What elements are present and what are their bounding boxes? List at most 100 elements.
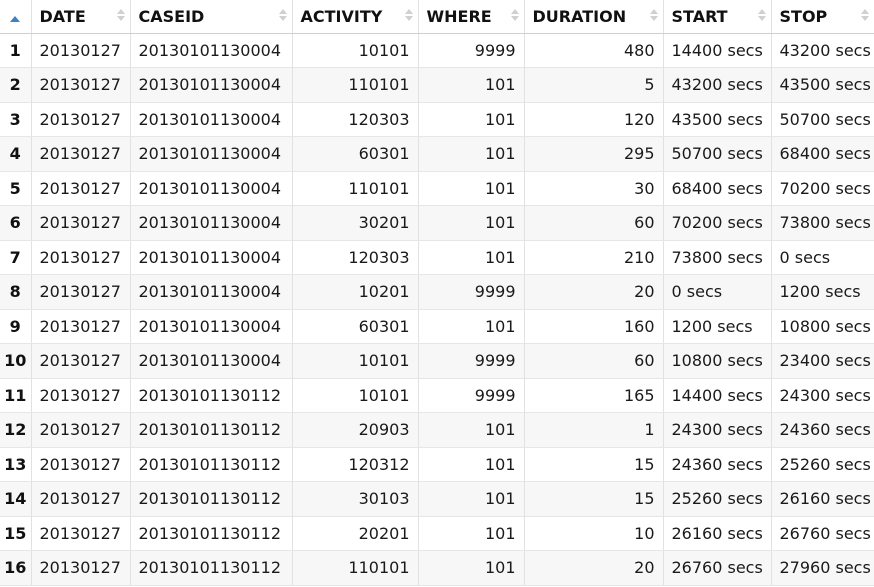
row-index-header[interactable] [0,0,32,34]
table-row: 6 20130127 20130101130004 30201 101 60 70200 s… [0,205,874,241]
column-header-start[interactable]: START [663,0,772,34]
activity-cell: 60301 [292,136,419,172]
activity-cell: 110101 [292,171,419,206]
where-cell: 9999 [418,343,525,379]
row-number-cell: 2 [0,67,32,103]
table-row: 9 20130127 20130101130004 60301 101 160 1200 s… [0,309,874,344]
duration-cell: 15 [524,481,664,517]
duration-cell: 210 [524,240,664,275]
caseid-cell: 20130101130004 [130,102,293,137]
caseid-cell: 20130101130004 [130,274,293,310]
activity-cell: 20903 [292,412,419,448]
row-number-cell: 12 [0,412,32,448]
stop-cell: 0 secs [771,240,874,275]
row-number-cell: 3 [0,102,32,137]
date-cell: 20130127 [31,550,131,586]
caseid-cell: 20130101130004 [130,33,293,68]
where-cell: 101 [418,550,525,586]
table-row: 5 20130127 20130101130004 110101 101 30 68400 … [0,171,874,206]
activity-cell: 120303 [292,240,419,275]
row-number-cell: 1 [0,33,32,68]
duration-cell: 15 [524,447,664,482]
column-header-where[interactable]: WHERE [418,0,525,34]
start-cell: 26160 secs [663,516,772,551]
activity-cell: 10101 [292,343,419,379]
duration-cell: 30 [524,171,664,206]
caseid-cell: 20130101130112 [130,447,293,482]
activity-cell: 20201 [292,516,419,551]
where-cell: 101 [418,516,525,551]
stop-cell: 68400 secs [771,136,874,172]
duration-cell: 120 [524,102,664,137]
sort-unsorted-icon[interactable] [860,9,869,21]
table-row: 15 20130127 20130101130112 20201 101 10 26160 … [0,516,874,551]
row-number-cell: 15 [0,516,32,551]
where-cell: 101 [418,171,525,206]
where-cell: 101 [418,240,525,275]
sort-unsorted-icon[interactable] [757,9,766,21]
date-cell: 20130127 [31,240,131,275]
start-cell: 26760 secs [663,550,772,586]
table-row: 14 20130127 20130101130112 30103 101 15 25260 … [0,481,874,517]
sort-ascending-icon[interactable] [10,15,21,22]
row-number-cell: 11 [0,378,32,413]
row-number-cell: 5 [0,171,32,206]
table-row: 4 20130127 20130101130004 60301 101 295 50700 … [0,136,874,172]
where-cell: 101 [418,309,525,344]
duration-cell: 160 [524,309,664,344]
where-cell: 9999 [418,274,525,310]
column-header-caseid[interactable]: CASEID [130,0,293,34]
activity-cell: 60301 [292,309,419,344]
row-number-cell: 6 [0,205,32,241]
where-cell: 101 [418,102,525,137]
caseid-cell: 20130101130112 [130,516,293,551]
activity-cell: 10201 [292,274,419,310]
stop-cell: 50700 secs [771,102,874,137]
start-cell: 14400 secs [663,378,772,413]
row-number-cell: 8 [0,274,32,310]
column-header-label: DURATION [532,6,627,26]
where-cell: 101 [418,481,525,517]
date-cell: 20130127 [31,447,131,482]
column-header-date[interactable]: DATE [31,0,131,34]
table-row: 12 20130127 20130101130112 20903 101 1 24300 s… [0,412,874,448]
stop-cell: 26760 secs [771,516,874,551]
caseid-cell: 20130101130004 [130,343,293,379]
stop-cell: 70200 secs [771,171,874,206]
table-row: 13 20130127 20130101130112 120312 101 15 24360… [0,447,874,482]
sort-unsorted-icon[interactable] [649,9,658,21]
date-cell: 20130127 [31,481,131,517]
table-row: 1 20130127 20130101130004 10101 9999 480 14400… [0,33,874,68]
column-header-label: START [671,6,728,26]
row-number-cell: 16 [0,550,32,586]
sort-unsorted-icon[interactable] [404,9,413,21]
date-cell: 20130127 [31,67,131,103]
caseid-cell: 20130101130004 [130,136,293,172]
stop-cell: 73800 secs [771,205,874,241]
stop-cell: 25260 secs [771,447,874,482]
stop-cell: 26160 secs [771,481,874,517]
where-cell: 101 [418,412,525,448]
column-header-activity[interactable]: ACTIVITY [292,0,419,34]
column-header-label: WHERE [426,6,492,26]
column-header-duration[interactable]: DURATION [524,0,664,34]
table-row: 3 20130127 20130101130004 120303 101 120 43500… [0,102,874,137]
duration-cell: 1 [524,412,664,448]
duration-cell: 165 [524,378,664,413]
sort-unsorted-icon[interactable] [510,9,519,21]
caseid-cell: 20130101130004 [130,171,293,206]
column-header-label: STOP [779,6,828,26]
stop-cell: 43200 secs [771,33,874,68]
column-header-stop[interactable]: STOP [771,0,874,34]
start-cell: 0 secs [663,274,772,310]
duration-cell: 20 [524,550,664,586]
activity-cell: 10101 [292,378,419,413]
row-number-cell: 10 [0,343,32,379]
date-cell: 20130127 [31,378,131,413]
caseid-cell: 20130101130112 [130,481,293,517]
column-header-label: CASEID [138,6,205,26]
sort-unsorted-icon[interactable] [278,9,287,21]
caseid-cell: 20130101130004 [130,67,293,103]
sort-unsorted-icon[interactable] [116,9,125,21]
